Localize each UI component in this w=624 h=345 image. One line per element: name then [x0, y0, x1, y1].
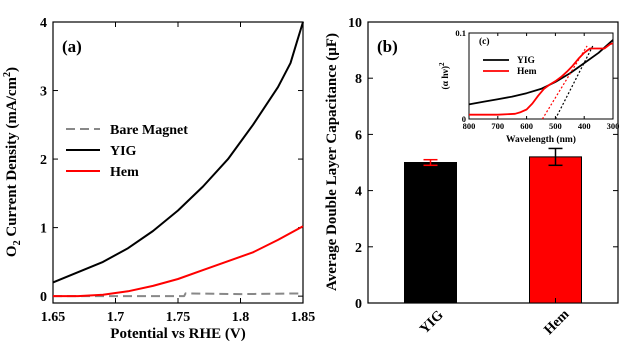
panel-b-y-tick-label: 10 — [348, 16, 362, 31]
panel-b-bar-hem — [529, 156, 582, 304]
panel-a-legend-label-hem: Hem — [110, 165, 139, 180]
inset-c-x-tick-label: 600 — [520, 121, 533, 131]
panel-a-label: (a) — [62, 37, 82, 56]
inset-c-series — [468, 39, 614, 120]
panel-a-y-tick-label: 4 — [40, 16, 47, 31]
inset-c-legend-label-hem: Hem — [517, 67, 537, 77]
inset-c-x-tick-label: 700 — [491, 121, 504, 131]
inset-c-y-tick-label: 0.1 — [455, 28, 466, 38]
panel-b-plot-frame — [367, 21, 619, 304]
panel-b-bars: YIG Hem — [404, 147, 582, 338]
inset-c-x-tick-label: 800 — [463, 121, 476, 131]
panel-a-x-tick-label: 1.75 — [166, 310, 191, 325]
inset-c-y-tick-label: 0 — [462, 114, 466, 124]
inset-c-y-axis-label: (α hν)2 — [438, 62, 451, 90]
panel-b-bar-yig — [404, 162, 457, 304]
inset-c-x-tick-label: 500 — [549, 121, 562, 131]
inset-c-series-fit-line — [554, 45, 594, 120]
inset-c-x-tick-label: 400 — [578, 121, 591, 131]
panel-a-legend-label-yig: YIG — [110, 144, 137, 159]
inset-c-series-yig-line — [468, 39, 614, 106]
panel-b-y-axis-label: Average Double Layer Capacitance (μF) — [324, 33, 340, 291]
panel-a-x-axis-label: Potential vs RHE (V) — [110, 326, 245, 342]
inset-c-x-tick-label: 300 — [607, 121, 620, 131]
panel-a-series-hem-line — [53, 225, 304, 298]
panel-b-y-tick-label: 8 — [355, 72, 362, 87]
panel-a-y-tick-label: 3 — [40, 85, 47, 100]
panel-b-category-label-hem: Hem — [542, 307, 573, 338]
panel-b-category-label-yig: YIG — [417, 308, 446, 337]
inset-c-label: (c) — [479, 36, 490, 47]
panel-a-series-yig-line — [52, 21, 304, 284]
panel-a-y-tick-label: 0 — [40, 290, 47, 305]
panel-a-x-tick-label: 1.8 — [232, 310, 250, 325]
inset-c-plot-frame — [468, 32, 614, 120]
panel-a-y-tick-label: 1 — [40, 222, 47, 237]
panel-a-x-tick-label: 1.85 — [291, 310, 316, 325]
panel-a-series — [52, 21, 304, 298]
panel-a-legend: Bare Magnet YIG Hem — [66, 123, 188, 180]
panel-a-plot-frame — [52, 21, 304, 304]
panel-b-y-tick-label: 2 — [355, 241, 362, 256]
inset-c-series-hem-line — [469, 42, 614, 116]
panel-b-ticks: 0 2 4 6 8 10 — [348, 16, 618, 312]
panel-a-legend-label-bare-magnet: Bare Magnet — [110, 123, 188, 138]
panel-a-y-axis-label: O2 Current Density (mA/cm2) — [2, 67, 23, 257]
inset-c-x-axis-label: Wavelength (nm) — [506, 134, 576, 145]
panel-b-label: (b) — [377, 37, 398, 56]
panel-b-y-tick-label: 0 — [355, 297, 362, 312]
panel-a-y-tick-label: 2 — [40, 153, 47, 168]
panel-a-line-chart: 1.65 1.7 1.75 1.8 1.85 0 1 2 3 4 Bare Magnet YIG He… — [2, 16, 315, 342]
panel-a-x-tick-label: 1.7 — [107, 310, 125, 325]
panel-b-y-tick-label: 4 — [355, 185, 362, 200]
panel-a-x-tick-label: 1.65 — [41, 310, 66, 325]
inset-c-legend-label-yig: YIG — [517, 56, 536, 66]
panel-a-ticks: 1.65 1.7 1.75 1.8 1.85 0 1 2 3 4 — [40, 16, 315, 325]
panel-b-y-tick-label: 6 — [355, 128, 362, 143]
panel-a-series-bare-magnet-line — [53, 292, 304, 298]
